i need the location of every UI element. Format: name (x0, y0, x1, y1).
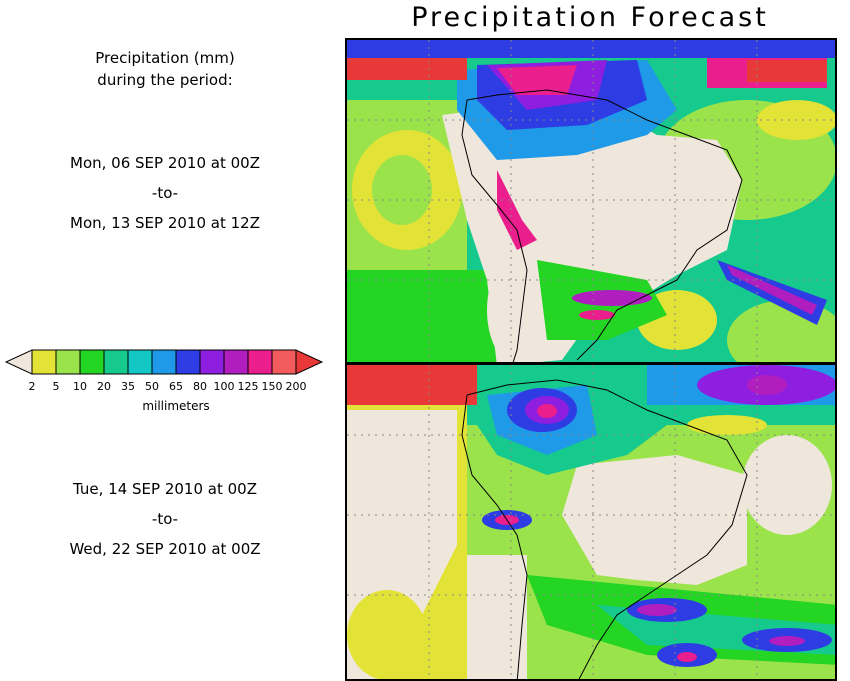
legend-swatch (55, 349, 81, 375)
legend-tick-label: 125 (238, 380, 259, 393)
legend-swatch (175, 349, 201, 375)
map-panel-period-2 (345, 363, 837, 681)
legend-arrow-min (4, 349, 33, 375)
legend-unit: millimeters (142, 399, 209, 413)
header-line-2: during the period: (97, 71, 233, 89)
legend-swatch (103, 349, 129, 375)
legend-labels: 2 5 10 20 35 50 65 80 100 125 150 200 (29, 380, 307, 393)
header-line-1: Precipitation (mm) (95, 49, 235, 67)
legend-swatch (151, 349, 177, 375)
map-panel-period-1 (345, 38, 837, 364)
legend-tick-label: 65 (169, 380, 183, 393)
legend-swatch (271, 349, 297, 375)
period-1-start: Mon, 06 SEP 2010 at 00Z (70, 154, 260, 172)
page-title: Precipitation Forecast (411, 2, 769, 33)
legend-arrow-max (295, 349, 324, 375)
legend-tick-label: 10 (73, 380, 87, 393)
period-2-separator: -to- (151, 510, 179, 528)
legend-swatch (31, 349, 57, 375)
color-scale-legend: 2 5 10 20 35 50 65 80 100 125 150 200 millimeters (4, 349, 324, 413)
legend-swatch (223, 349, 249, 375)
legend-tick-label: 5 (53, 380, 60, 393)
legend-tick-label: 100 (214, 380, 235, 393)
precipitation-map-2 (347, 365, 835, 679)
forecast-period-2: Tue, 14 SEP 2010 at 00Z -to- Wed, 22 SEP… (30, 478, 300, 568)
legend-swatch (79, 349, 105, 375)
legend-swatch (199, 349, 225, 375)
legend-tick-label: 20 (97, 380, 111, 393)
legend-swatch (127, 349, 153, 375)
period-2-start: Tue, 14 SEP 2010 at 00Z (73, 480, 257, 498)
period-2-end: Wed, 22 SEP 2010 at 00Z (69, 540, 261, 558)
legend-tick-label: 35 (121, 380, 135, 393)
precipitation-map-1 (347, 40, 835, 362)
legend-tick-label: 2 (29, 380, 36, 393)
legend-tick-label: 80 (193, 380, 207, 393)
period-1-end: Mon, 13 SEP 2010 at 12Z (70, 214, 260, 232)
period-header: Precipitation (mm) during the period: (30, 47, 300, 99)
legend-tick-label: 200 (286, 380, 307, 393)
legend-tick-label: 150 (262, 380, 283, 393)
legend-swatches (4, 349, 324, 375)
forecast-period-1: Mon, 06 SEP 2010 at 00Z -to- Mon, 13 SEP… (30, 152, 300, 242)
period-1-separator: -to- (151, 184, 179, 202)
legend-tick-label: 50 (145, 380, 159, 393)
legend-swatch (247, 349, 273, 375)
